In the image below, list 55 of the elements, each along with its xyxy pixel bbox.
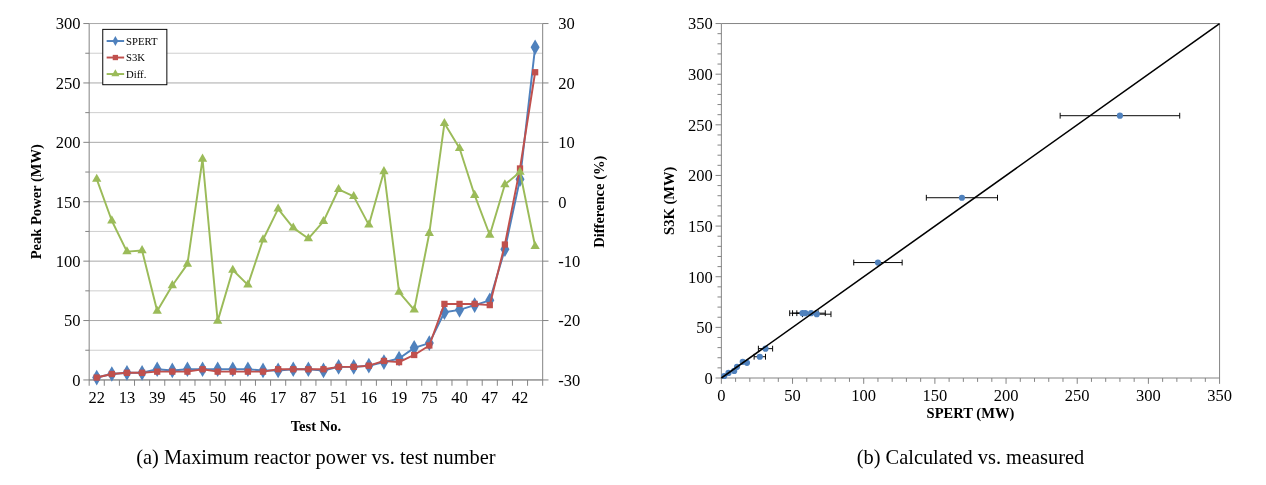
y-tick-label: 50	[696, 318, 713, 338]
x-tick-label: 350	[1207, 386, 1232, 406]
x-axis-title: Test No.	[290, 418, 342, 435]
y2-tick-label: -10	[558, 251, 581, 271]
x-tick-label: 300	[1136, 386, 1161, 406]
y-tick-label: 100	[687, 267, 713, 287]
x-tick-label: 50	[784, 386, 801, 406]
x-tick-label: 150	[922, 386, 948, 406]
y2-tick-label: 20	[558, 73, 575, 93]
y-tick-label: 250	[687, 115, 713, 135]
y-axis-title: S3K (MW)	[661, 166, 679, 235]
y2-tick-label: 10	[558, 133, 575, 153]
x-tick-label: 19	[390, 388, 408, 408]
y-tick-label: 200	[687, 166, 713, 186]
x-tick-label: 22	[88, 388, 105, 408]
y-tick-label: 300	[687, 64, 713, 84]
y-tick-label: 0	[72, 370, 81, 390]
x-tick-label: 46	[239, 388, 257, 408]
y-tick-label: 100	[55, 251, 81, 271]
x-tick-label: 200	[993, 386, 1019, 406]
y-tick-label: 150	[55, 192, 81, 212]
x-tick-label: 13	[118, 388, 136, 408]
x-tick-label: 250	[1064, 386, 1090, 406]
y-tick-label: 150	[687, 216, 713, 236]
y2-axis-title: Difference (%)	[591, 155, 609, 248]
y2-tick-label: 0	[558, 192, 567, 212]
x-tick-label: 45	[179, 388, 196, 408]
x-axis-title: SPERT (MW)	[926, 404, 1015, 422]
y-tick-label: 0	[704, 368, 713, 388]
y-tick-label: 200	[55, 133, 81, 153]
text: (b) Calculated vs. measured	[856, 446, 1085, 470]
y2-tick-label: -20	[558, 311, 581, 331]
legend-label: Diff.	[126, 67, 147, 80]
x-tick-label: 75	[421, 388, 438, 408]
y2-tick-label: 30	[558, 14, 575, 34]
y2-tick-label: -30	[558, 370, 581, 390]
x-tick-label: 42	[511, 388, 529, 408]
y-tick-label: 350	[687, 14, 713, 34]
text: (a) Maximum reactor power vs. test number	[136, 446, 496, 470]
y-tick-label: 50	[63, 311, 81, 331]
legend-label: SPERT	[126, 34, 158, 47]
x-tick-label: 100	[851, 386, 877, 406]
x-tick-label: 16	[360, 388, 378, 408]
x-tick-label: 40	[451, 388, 468, 408]
y-tick-label: 300	[55, 14, 81, 34]
y-tick-label: 250	[55, 73, 81, 93]
x-tick-label: 0	[717, 386, 726, 406]
x-tick-label: 47	[481, 388, 499, 408]
x-tick-label: 87	[300, 388, 317, 408]
x-tick-label: 51	[330, 388, 347, 408]
x-tick-label: 50	[209, 388, 226, 408]
x-tick-label: 17	[269, 388, 287, 408]
y-axis-title: Peak Power (MW)	[27, 143, 45, 260]
x-tick-label: 39	[148, 388, 166, 408]
legend-label: S3K	[126, 51, 146, 64]
